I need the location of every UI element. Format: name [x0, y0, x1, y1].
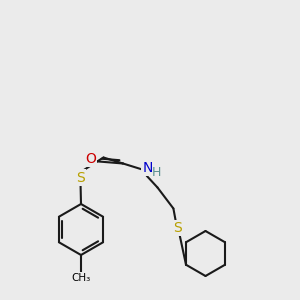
Text: S: S	[76, 171, 85, 184]
Text: H: H	[152, 166, 161, 179]
Text: S: S	[172, 221, 182, 235]
Text: N: N	[142, 161, 153, 175]
Text: O: O	[85, 152, 96, 166]
Text: CH₃: CH₃	[71, 273, 91, 283]
